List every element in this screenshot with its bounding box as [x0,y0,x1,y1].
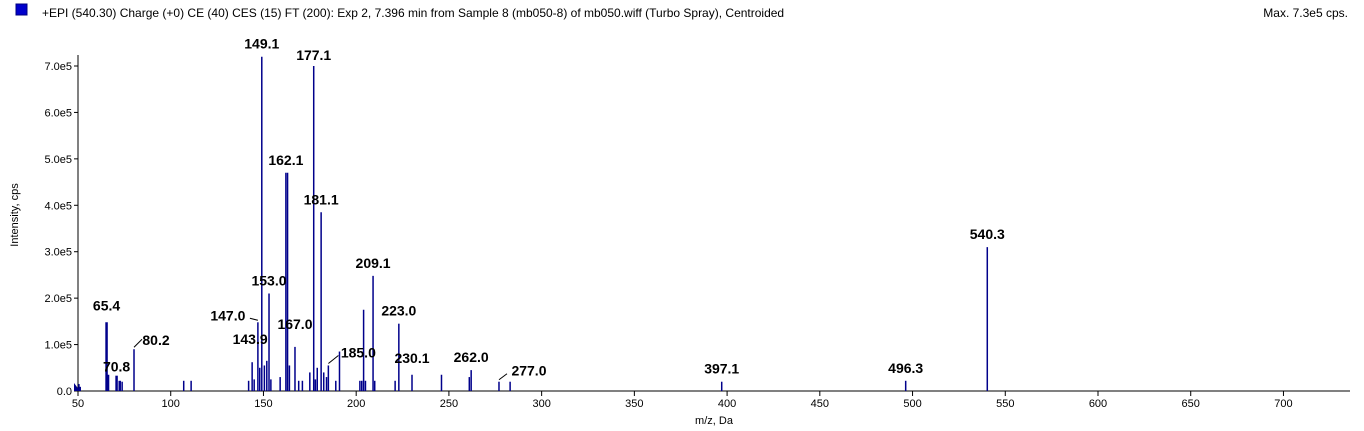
peak-label: 153.0 [251,273,286,289]
x-tick-label: 200 [347,398,365,410]
peak-label: 540.3 [970,226,1005,242]
x-tick-label: 150 [254,398,272,410]
peak-label: 162.1 [268,152,303,168]
label-leader-line [328,355,339,364]
peak-label: 397.1 [704,361,739,377]
series-color-swatch [15,3,28,16]
peak-label: 277.0 [511,363,546,379]
peak-label: 70.8 [103,359,130,375]
y-axis-title: Intensity, cps [9,183,21,247]
peak-label: 209.1 [356,255,391,271]
peak-label: 177.1 [296,47,331,63]
y-tick-label: 2.0e5 [44,293,72,305]
y-tick-label: 3.0e5 [44,247,72,259]
peak-labels: 65.4 70.8 80.2 143.9 147.0 149.1 153.0 162.1 167… [93,36,1005,379]
peak-label: 185.0 [341,344,376,360]
spectrum-peaks [78,56,989,391]
y-ticks: 0.0 1.0e5 2.0e5 3.0e5 4.0e5 5.0e5 6.0e5 7.0e5 [44,61,78,398]
y-tick-label: 6.0e5 [44,107,72,119]
label-leader-line [133,338,143,348]
peak-label: 223.0 [381,303,416,319]
x-tick-label: 450 [811,398,829,410]
peak-label: 167.0 [277,316,312,332]
x-axis-title: m/z, Da [695,415,734,427]
peak-label: 181.1 [304,191,339,207]
x-tick-label: 700 [1274,398,1292,410]
label-leader-line [249,317,259,321]
x-tick-label: 600 [1089,398,1107,410]
x-tick-label: 300 [532,398,550,410]
x-tick-label: 250 [440,398,458,410]
x-tick-label: 100 [162,398,180,410]
origin-marker-icon [74,383,80,391]
peak-label: 496.3 [888,360,923,376]
label-leaders [133,317,508,381]
peak-label: 230.1 [394,350,429,366]
x-tick-label: 650 [1182,398,1200,410]
y-tick-label: 4.0e5 [44,200,72,212]
label-leader-line [498,373,508,381]
x-tick-label: 550 [996,398,1014,410]
spectrum-header-title: +EPI (540.30) Charge (+0) CE (40) CES (1… [42,6,784,20]
peak-label: 80.2 [142,332,169,348]
peak-label: 143.9 [233,331,268,347]
y-tick-label: 7.0e5 [44,61,72,73]
x-tick-label: 350 [625,398,643,410]
max-intensity-label: Max. 7.3e5 cps. [1263,6,1348,20]
y-tick-label: 5.0e5 [44,154,72,166]
x-tick-label: 500 [903,398,921,410]
y-tick-label: 1.0e5 [44,340,72,352]
peak-label: 65.4 [93,297,120,313]
peak-label: 149.1 [244,36,279,52]
x-tick-label: 50 [72,398,84,410]
peak-label: 147.0 [210,307,245,323]
x-ticks: 50 100 150 200 250 300 350 400 450 500 550 600 650 70… [72,391,1293,410]
peak-label: 262.0 [454,349,489,365]
x-tick-label: 400 [718,398,736,410]
y-tick-label: 0.0 [57,386,72,398]
